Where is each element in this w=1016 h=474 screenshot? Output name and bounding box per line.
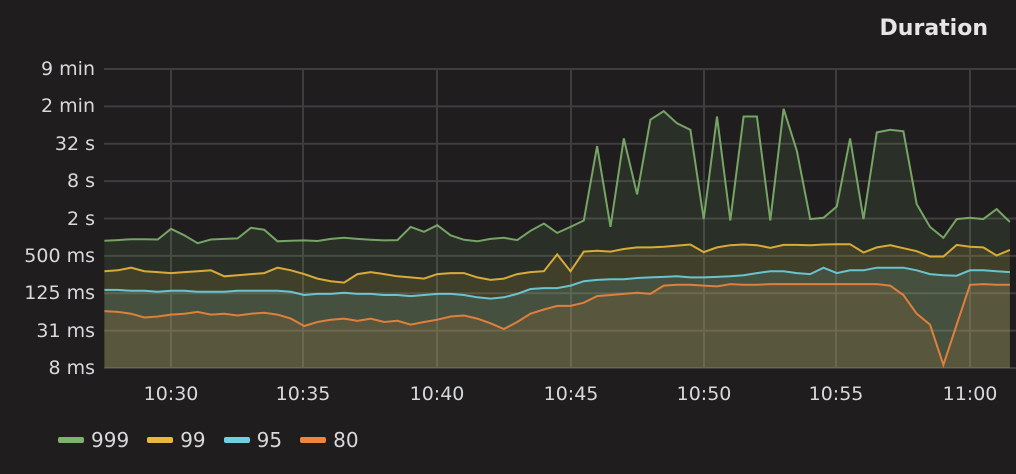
y-tick-label: 2 s (66, 207, 95, 230)
grid (104, 68, 1016, 369)
legend-label: 95 (256, 428, 283, 452)
y-tick-label: 500 ms (24, 244, 95, 267)
x-tick-label: 10:40 (409, 383, 465, 405)
x-tick-label: 10:35 (275, 383, 331, 405)
series-line-999 (104, 108, 1011, 245)
x-tick-label: 11:00 (942, 383, 998, 405)
legend-item-999[interactable]: 999 (58, 428, 129, 452)
series-line-80 (104, 283, 1010, 368)
y-tick-label: 8 s (66, 170, 95, 193)
y-tick-label: 8 ms (48, 357, 95, 379)
legend-item-80[interactable]: 80 (300, 428, 359, 452)
y-tick-label: 125 ms (24, 282, 95, 305)
series-area-80 (104, 284, 1010, 368)
x-tick-label: 10:50 (676, 383, 732, 405)
x-tick-label: 10:45 (543, 383, 599, 405)
panel-title: Duration (879, 16, 988, 41)
series-line-95 (104, 266, 1010, 300)
x-tick-label: 10:55 (808, 383, 864, 405)
legend-swatch-999 (58, 437, 84, 443)
series-line-99 (104, 243, 1011, 284)
y-tick-label: 32 s (54, 132, 95, 155)
legend-item-95[interactable]: 95 (223, 428, 283, 452)
y-tick-label: 31 ms (36, 319, 95, 342)
series-area-95 (104, 267, 1010, 368)
y-tick-label: 2 min (41, 95, 95, 118)
legend-swatch-95 (223, 437, 250, 443)
legend-label: 80 (333, 428, 359, 452)
legend: 999 99 95 80 (58, 428, 359, 452)
legend-label: 999 (91, 428, 130, 452)
x-tick-label: 10:30 (143, 383, 199, 405)
legend-swatch-80 (300, 437, 327, 443)
legend-item-99[interactable]: 99 (147, 428, 206, 452)
y-tick-label: 9 min (41, 58, 95, 80)
legend-label: 99 (180, 428, 206, 452)
series-area-999 (104, 108, 1010, 369)
legend-swatch-99 (147, 437, 174, 443)
